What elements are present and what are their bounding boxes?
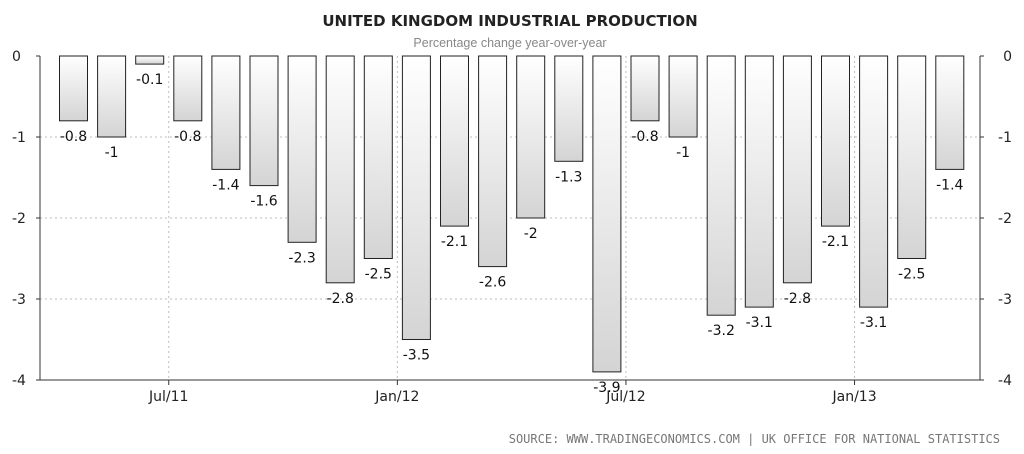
y-tick-label-right: 0 — [1003, 49, 1012, 65]
x-tick-label: Jul/12 — [605, 389, 645, 405]
bar — [706, 55, 736, 316]
bar — [287, 55, 317, 243]
y-tick-label-left: -2 — [12, 211, 26, 227]
bar-value-label: -1.4 — [212, 177, 239, 193]
bar-value-label: -0.8 — [60, 129, 87, 145]
y-tick-label-right: -4 — [998, 373, 1012, 389]
data-labels: -0.8 -1 -0.1 -0.8 -1.4 -1.6 -2.3 -2.8 -2.5 -3.5 -2… — [60, 72, 964, 396]
bar-value-label: -2.8 — [784, 291, 811, 307]
bar — [935, 55, 965, 170]
bar-value-label: -0.8 — [174, 129, 201, 145]
bar — [859, 55, 889, 308]
y-tick-label-left: 0 — [12, 49, 21, 65]
bar — [554, 55, 584, 162]
bar-value-label: -2.1 — [441, 234, 468, 250]
bar-value-label: -3.9 — [593, 380, 620, 396]
bar — [592, 55, 622, 373]
bar-value-label: -0.8 — [631, 129, 658, 145]
chart-subtitle: Percentage change year-over-year — [413, 36, 606, 50]
bar — [516, 55, 546, 219]
bar — [630, 55, 660, 122]
bar — [744, 55, 774, 308]
bar-value-label: -1.4 — [936, 177, 963, 193]
x-tick-label: Jul/11 — [148, 389, 188, 405]
bar-value-label: -2.6 — [479, 275, 506, 291]
bar — [440, 55, 469, 227]
bar — [211, 55, 241, 170]
bars — [59, 55, 965, 373]
chart-title: UNITED KINGDOM INDUSTRIAL PRODUCTION — [322, 12, 697, 30]
bar-value-label: -2 — [524, 226, 538, 242]
bar — [668, 55, 698, 138]
x-tick-label: Jan/13 — [831, 389, 876, 405]
bar-value-label: -2.8 — [327, 291, 354, 307]
bar — [325, 55, 355, 284]
bar — [135, 55, 165, 65]
bar — [97, 55, 127, 138]
bar-value-label: -3.2 — [708, 323, 735, 339]
bar-value-label: -2.3 — [288, 250, 315, 266]
bar-value-label: -1.6 — [250, 194, 277, 210]
bar — [897, 55, 927, 259]
y-tick-label-right: -1 — [998, 130, 1012, 146]
bar-value-label: -2.5 — [898, 267, 925, 283]
bar-value-label: -0.1 — [136, 72, 163, 88]
bar — [173, 55, 203, 122]
bar — [249, 55, 279, 187]
y-tick-label-left: -1 — [12, 130, 26, 146]
bar — [59, 55, 88, 122]
bar-value-label: -1.3 — [555, 169, 582, 185]
y-tick-label-right: -2 — [998, 211, 1012, 227]
x-tick-label: Jan/12 — [374, 389, 419, 405]
bar — [363, 55, 393, 259]
bar-value-label: -1 — [105, 145, 119, 161]
bar-value-label: -2.1 — [822, 234, 849, 250]
gridlines — [40, 56, 980, 380]
y-tick-label-left: -3 — [12, 292, 26, 308]
source-note: SOURCE: WWW.TRADINGECONOMICS.COM | UK OF… — [509, 432, 1000, 446]
axes: 0 0 -1 -1 -2 -2 -3 -3 -4 -4 Jul/11 Jan/12 Jul/12 Jan/… — [12, 49, 1012, 405]
bar-value-label: -3.1 — [860, 315, 887, 331]
bar — [782, 55, 812, 284]
bar — [478, 55, 508, 268]
bar — [401, 55, 431, 340]
bar-value-label: -1 — [676, 145, 690, 161]
bar — [821, 55, 850, 227]
y-tick-label-right: -3 — [998, 292, 1012, 308]
bar-value-label: -2.5 — [365, 267, 392, 283]
bar-value-label: -3.5 — [403, 348, 430, 364]
y-tick-label-left: -4 — [12, 373, 26, 389]
bar-value-label: -3.1 — [746, 315, 773, 331]
